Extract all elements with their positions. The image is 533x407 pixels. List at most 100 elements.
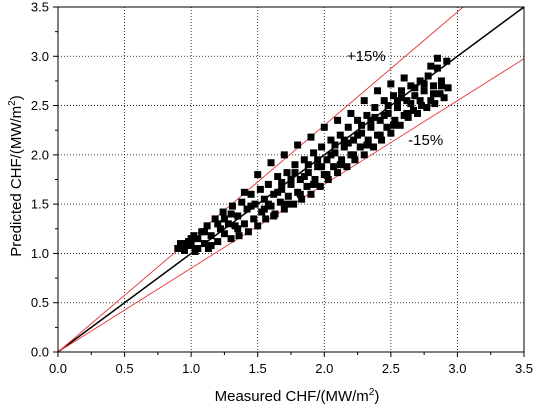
data-point [398, 94, 406, 102]
data-point [437, 77, 445, 85]
y-tick-label: 2.0 [31, 147, 49, 162]
data-point [358, 129, 366, 137]
data-point [291, 161, 299, 169]
data-point [367, 116, 375, 124]
x-tick-label: 1.0 [182, 361, 200, 376]
data-point [380, 97, 388, 105]
data-point [356, 143, 364, 151]
data-point [214, 220, 222, 228]
data-point [180, 240, 188, 248]
data-point [391, 116, 399, 124]
data-point [407, 100, 415, 108]
data-point [187, 235, 195, 243]
data-point [270, 190, 278, 198]
y-axis-title: Predicted CHF/(MW/m2) [7, 95, 25, 256]
x-tick-label: 1.5 [249, 361, 267, 376]
data-point [251, 200, 259, 208]
y-tick-label: 0.0 [31, 345, 49, 360]
data-point [390, 121, 398, 129]
data-point [310, 180, 318, 188]
data-point [219, 208, 227, 216]
data-point [287, 176, 295, 183]
data-point [304, 161, 312, 169]
data-point [440, 94, 448, 102]
data-point [376, 116, 384, 124]
data-point [238, 198, 246, 206]
data-point [371, 104, 379, 112]
data-point [344, 123, 352, 131]
data-point [274, 173, 282, 181]
data-point [304, 169, 312, 177]
data-point [429, 90, 437, 98]
annotation-label: -15% [408, 132, 443, 149]
data-point [243, 205, 251, 213]
data-point [264, 200, 272, 208]
data-point [331, 141, 339, 149]
data-point [351, 156, 359, 164]
data-point [227, 210, 235, 218]
data-point [303, 182, 311, 190]
data-point [330, 163, 338, 171]
x-tick-label: 2.0 [315, 361, 333, 376]
data-point [283, 200, 291, 208]
data-point [427, 97, 435, 105]
data-point [260, 205, 268, 213]
data-point [283, 169, 291, 177]
data-point [194, 245, 202, 252]
data-point [284, 192, 292, 200]
data-point [411, 92, 419, 100]
data-point [296, 190, 304, 198]
y-tick-label: 3.5 [31, 0, 49, 15]
data-point [318, 163, 326, 171]
data-point [244, 228, 252, 236]
data-point [307, 190, 315, 198]
data-point [371, 113, 379, 121]
data-point [176, 240, 184, 248]
data-point [336, 161, 344, 169]
data-point [390, 92, 398, 100]
data-point [300, 173, 308, 181]
data-point [316, 182, 324, 190]
data-point [254, 171, 262, 179]
data-point [347, 109, 355, 117]
plus-15-percent-line [57, 6, 464, 353]
data-point [211, 215, 219, 223]
data-point [323, 156, 331, 164]
data-point [247, 190, 255, 198]
data-point [300, 156, 308, 164]
data-point [318, 143, 326, 151]
data-point [350, 136, 358, 144]
data-point [207, 242, 215, 250]
data-point [200, 228, 208, 236]
data-point [227, 235, 235, 243]
data-point [324, 176, 332, 183]
x-tick-label: 0.0 [49, 361, 67, 376]
data-point [276, 198, 284, 206]
data-point [427, 62, 435, 70]
data-point [294, 141, 302, 149]
data-point [298, 195, 306, 203]
data-point [331, 149, 339, 157]
data-point [220, 230, 228, 238]
data-point [416, 77, 424, 85]
data-point [310, 149, 318, 157]
data-point [200, 240, 208, 248]
data-point [340, 143, 348, 151]
data-point [216, 225, 224, 233]
data-points [174, 54, 452, 255]
x-tick-label: 0.5 [116, 361, 134, 376]
data-point [340, 136, 348, 144]
data-point [400, 74, 408, 82]
data-point [240, 220, 248, 228]
data-point [327, 136, 335, 144]
y-tick-label: 2.5 [31, 98, 49, 113]
data-point [423, 104, 431, 112]
data-point [444, 84, 452, 92]
data-point [370, 143, 378, 151]
x-tick-label: 2.5 [382, 361, 400, 376]
data-point [403, 109, 411, 117]
data-point [334, 169, 342, 177]
data-point [360, 151, 368, 159]
data-point [387, 129, 395, 137]
data-point [270, 212, 278, 220]
